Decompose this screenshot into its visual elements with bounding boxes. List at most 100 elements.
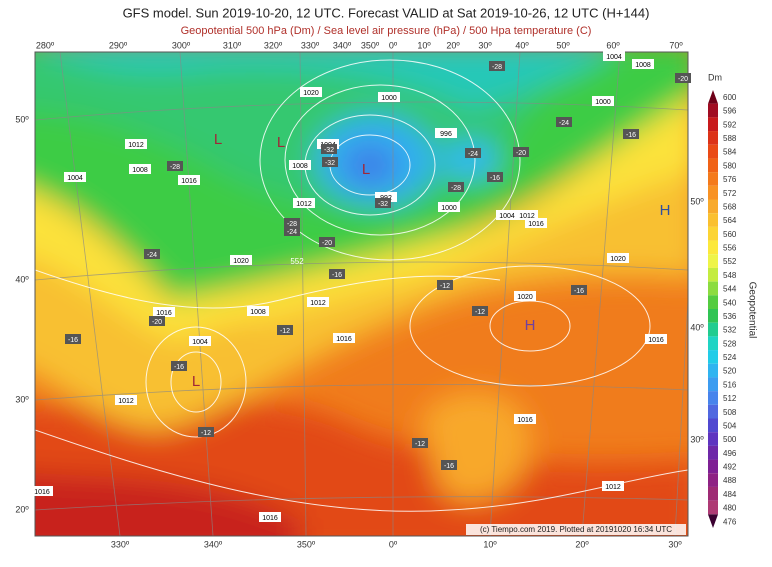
top-lon-label: 330º [301,40,320,50]
colorbar-label: 512 [723,394,737,403]
temperature-label-box [556,117,572,127]
top-lon-label: 300º [172,40,191,50]
pressure-center: L [214,131,222,148]
colorbar-cell [708,322,718,337]
temperature-label: -32 [324,147,334,154]
pressure-label: 1016 [517,417,533,424]
right-lat-label: 40º [690,322,704,332]
pressure-label-box [178,175,200,185]
top-lon-label: 320º [264,40,283,50]
pressure-label-box [378,92,400,102]
temperature-label-box [284,218,300,228]
pressure-center: H [660,202,671,219]
temperature-label: -12 [280,328,290,335]
temperature-label: -12 [415,441,425,448]
colorbar-label: 544 [723,285,737,294]
map-frame [34,51,689,537]
colorbar-cell [708,199,718,214]
temperature-label: -20 [678,76,688,83]
pressure-label: 1020 [610,256,626,263]
pressure-label-box [31,486,53,496]
pressure-label: 1000 [381,95,397,102]
colorbar-cell [708,213,718,227]
colorbar-label: 568 [723,202,737,211]
temperature-label: -24 [147,252,157,259]
temperature-label-box [465,148,481,158]
colorbar-label: 584 [723,148,737,157]
colorbar-cell [708,500,718,515]
temperature-label-box [167,161,183,171]
temperature-label-box [171,361,187,371]
temperature-label: -16 [174,364,184,371]
colorbar-label: 504 [723,421,737,430]
pressure-label: 1000 [595,99,611,106]
temperature-label: -28 [492,64,502,71]
pressure-label: 1016 [336,336,352,343]
top-lon-label: 280º [36,40,55,50]
credit: (c) Tiempo.com 2019. Plotted at 20191020… [480,525,672,534]
colorbar-label: 588 [723,134,737,143]
temperature-label: -12 [440,283,450,290]
temperature-label-box [675,73,691,83]
colorbar-cell [708,445,718,460]
pressure-label-box [247,306,269,316]
colorbar-label: 540 [723,298,737,307]
colorbar-cell [708,295,718,309]
pressure-label: 1012 [128,142,144,149]
pressure-label: 1016 [262,515,278,522]
pressure-label: 1012 [605,484,621,491]
right-lat-label: 50º [690,196,704,206]
graticule [35,52,688,536]
temperature-label: -20 [152,319,162,326]
top-lon-label: 40º [515,40,529,50]
top-lon-label: 10º [417,40,431,50]
temperature-label: -28 [287,221,297,228]
temperature-label: -16 [332,272,342,279]
pressure-label: 1016 [181,178,197,185]
pressure-label: 1008 [250,309,266,316]
pressure-label: 1004 [67,175,83,182]
temperature-label: -16 [490,175,500,182]
left-lat-label: 20º [15,504,29,514]
colorbar-cell [708,117,718,132]
colorbar-label: 600 [723,93,737,102]
colorbar-cell [708,363,718,378]
colorbar-label: 560 [723,230,737,239]
temperature-label: -24 [559,120,569,127]
colorbar-title: Geopotential [746,282,757,339]
pressure-label-box [289,160,311,170]
temperature-label-box [472,306,488,316]
colorbar-label: 476 [723,517,737,526]
pressure-label: 1020 [233,258,249,265]
pressure-label-box [189,336,211,346]
temperature-label-box [144,249,160,259]
colorbar-cell [708,240,718,255]
pressure-label-box [230,255,252,265]
pressure-label: 1012 [310,300,326,307]
colorbar-label: 532 [723,326,737,335]
pressure-label: 1000 [441,205,457,212]
colorbar-cell [708,336,718,351]
temperature-label-box [149,316,165,326]
pressure-label-box [300,87,322,97]
pressure-label-box [603,51,625,61]
pressure-label-box [129,164,151,174]
bottom-lon-label: 330º [111,539,130,549]
pressure-label-box [333,333,355,343]
pressure-center: L [277,134,285,151]
pressure-label: 1008 [132,167,148,174]
colorbar-cell [708,144,718,159]
pressure-label-box [496,210,518,220]
title: GFS model. Sun 2019-10-20, 12 UTC. Forec… [123,5,650,20]
temperature-label-box [489,61,505,71]
colorbar-label: 592 [723,120,737,129]
pressure-label-box [438,202,460,212]
pressure-center: L [192,373,200,390]
temperature-label: -12 [201,430,211,437]
colorbar-label: 564 [723,216,737,225]
colorbar-label: 484 [723,490,737,499]
top-lon-label: 0º [389,40,398,50]
temperature-label: -32 [378,201,388,208]
colorbar-label: 556 [723,244,737,253]
